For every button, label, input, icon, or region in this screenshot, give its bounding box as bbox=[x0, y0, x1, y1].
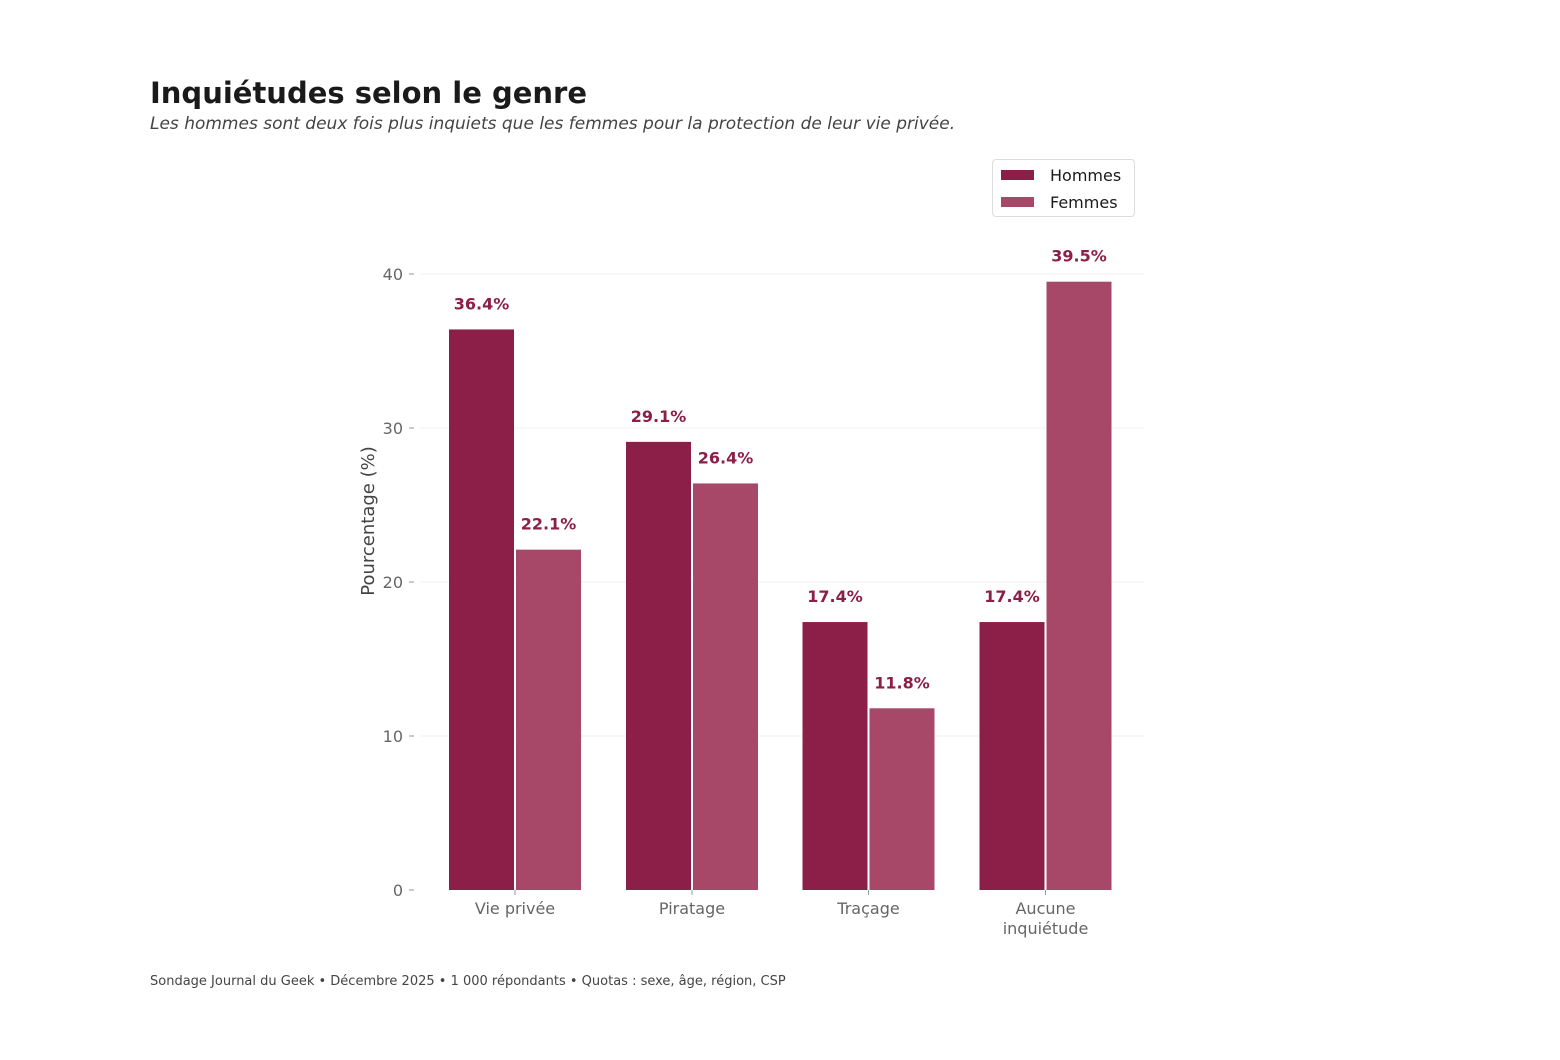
legend-swatch-femmes bbox=[1001, 197, 1034, 207]
x-tick-label: Aucune bbox=[1015, 899, 1075, 918]
bar-hommes-3 bbox=[979, 622, 1045, 890]
bars bbox=[449, 281, 1112, 890]
y-tick-label: 10 bbox=[383, 727, 403, 746]
x-axis: Vie privée Piratage Traçage Aucuneinquiétud… bbox=[475, 890, 1088, 938]
legend-item-hommes: Hommes bbox=[1001, 165, 1121, 185]
chart-subtitle: Les hommes sont deux fois plus inquiets … bbox=[150, 114, 956, 134]
data-labels: 36.4% 22.1% 29.1% 26.4% 17.4% 11.8% 17.4% 39.5% bbox=[454, 247, 1107, 693]
x-tick-label: Vie privée bbox=[475, 899, 555, 918]
data-label-femmes-0: 22.1% bbox=[521, 515, 577, 534]
chart-legend: Hommes Femmes bbox=[992, 159, 1135, 217]
y-axis: 0 10 20 30 40 bbox=[383, 265, 414, 900]
y-tick-label: 40 bbox=[383, 265, 403, 284]
bar-hommes-0 bbox=[449, 329, 514, 890]
legend-swatch-hommes bbox=[1001, 170, 1034, 180]
data-label-hommes-2: 17.4% bbox=[807, 587, 863, 606]
x-tick-label: inquiétude bbox=[1003, 919, 1089, 938]
bar-femmes-1 bbox=[693, 483, 758, 890]
legend-label-hommes: Hommes bbox=[1050, 165, 1122, 185]
bar-hommes-2 bbox=[802, 622, 868, 890]
y-axis-label: Pourcentage (%) bbox=[358, 446, 379, 595]
chart-footer-source: Sondage Journal du Geek • Décembre 2025 … bbox=[150, 974, 786, 989]
data-label-hommes-3: 17.4% bbox=[984, 587, 1040, 606]
legend-item-femmes: Femmes bbox=[1001, 192, 1118, 212]
chart-title: Inquiétudes selon le genre bbox=[150, 76, 588, 110]
data-label-hommes-0: 36.4% bbox=[454, 294, 510, 313]
legend-label-femmes: Femmes bbox=[1050, 192, 1118, 212]
bar-hommes-1 bbox=[626, 441, 691, 890]
bar-femmes-0 bbox=[516, 549, 581, 890]
bar-femmes-2 bbox=[869, 708, 935, 890]
data-label-femmes-2: 11.8% bbox=[874, 673, 930, 692]
x-tick-label: Piratage bbox=[659, 899, 725, 918]
y-tick-label: 30 bbox=[383, 419, 403, 438]
data-label-femmes-3: 39.5% bbox=[1051, 247, 1107, 266]
data-label-hommes-1: 29.1% bbox=[631, 407, 687, 426]
bar-femmes-3 bbox=[1046, 281, 1112, 890]
data-label-femmes-1: 26.4% bbox=[698, 448, 754, 467]
y-tick-label: 20 bbox=[383, 573, 403, 592]
y-tick-label: 0 bbox=[393, 881, 403, 900]
x-tick-label: Traçage bbox=[836, 899, 899, 918]
